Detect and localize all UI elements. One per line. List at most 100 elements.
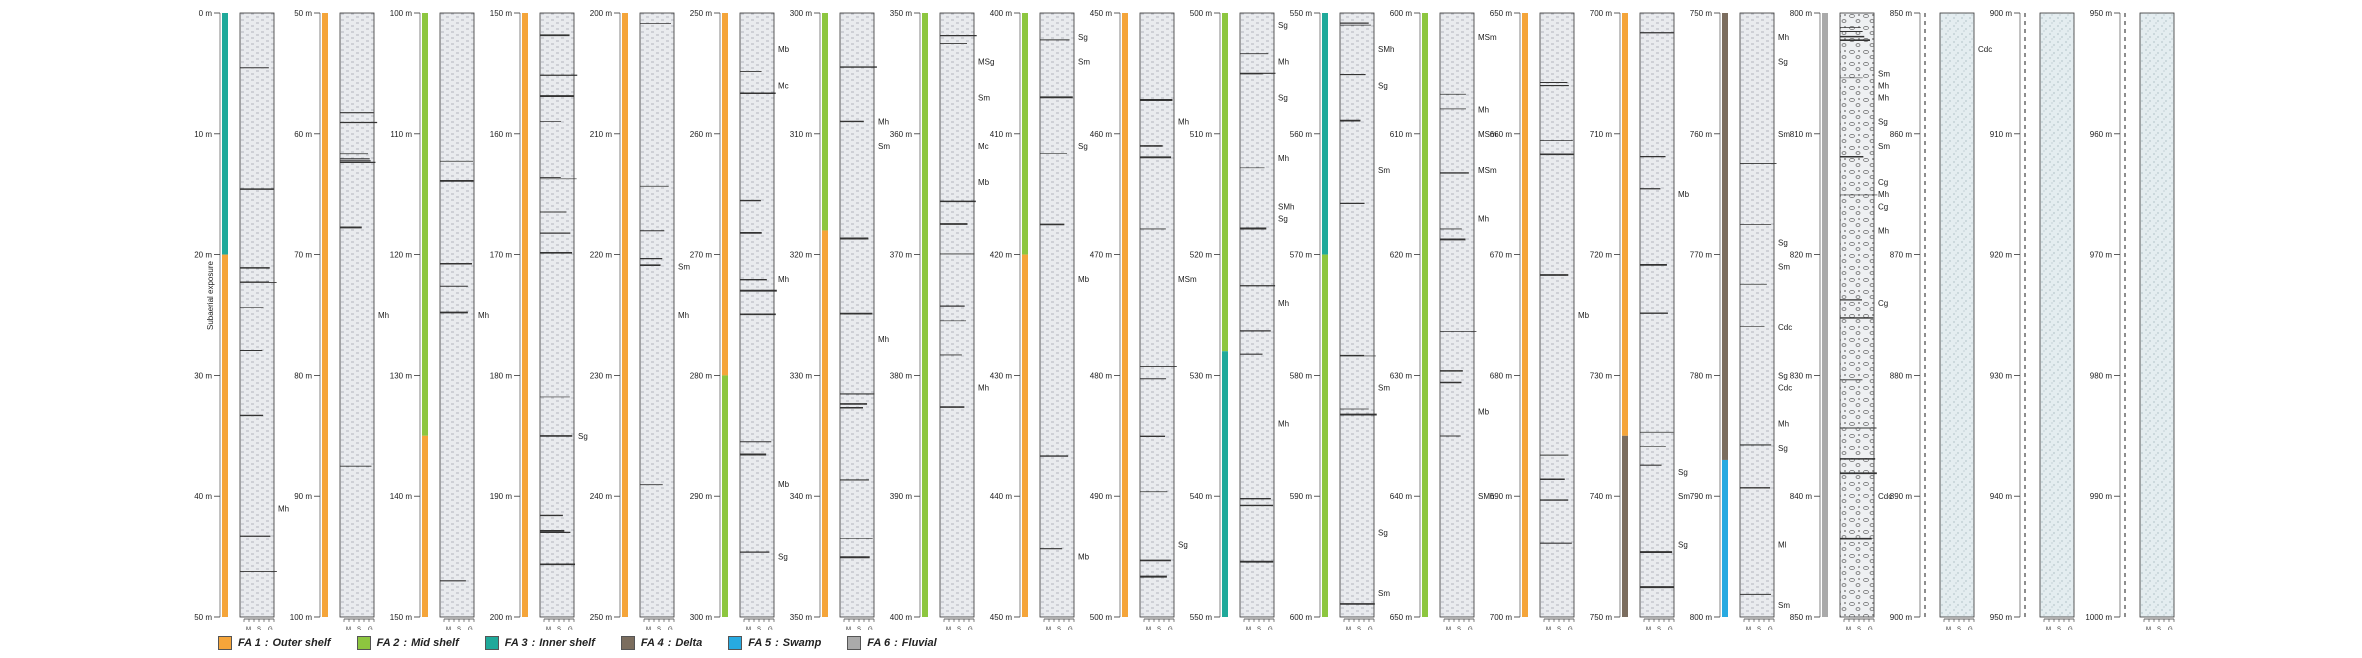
- facies-code-label: Mh: [678, 311, 689, 320]
- depth-label: 490 m: [1090, 492, 1113, 501]
- facies-code-label: Mh: [278, 504, 289, 513]
- facies-code-label: Cdc: [1778, 323, 1792, 332]
- facies-code-label: Sm: [1378, 589, 1390, 598]
- facies-code-label: Cdc: [1778, 383, 1792, 392]
- lithology-column: [2139, 12, 2175, 618]
- facies-code-label: Sm: [1778, 130, 1790, 139]
- facies-code-label: MSg: [978, 57, 994, 66]
- log-column-3: 100 m 110 m 120 m 130 m 140 m 150 m Mh M S G: [390, 9, 489, 633]
- depth-label: 100 m: [290, 613, 313, 622]
- grain-scale-label: S: [657, 627, 661, 630]
- facies-code-label: Mb: [1078, 553, 1090, 562]
- depth-label: 350 m: [890, 9, 913, 18]
- facies-code-label: SMh: [1478, 492, 1494, 501]
- depth-label: 200 m: [590, 9, 613, 18]
- depth-label: 350 m: [790, 613, 813, 622]
- depth-label: 600 m: [1290, 613, 1313, 622]
- grain-scale-label: S: [257, 627, 261, 630]
- depth-label: 850 m: [1790, 613, 1813, 622]
- grain-scale-label: G: [568, 627, 573, 630]
- lithology-column: [1939, 12, 1975, 618]
- depth-label: 90 m: [294, 492, 312, 501]
- facies-code-label: Cg: [1878, 202, 1888, 211]
- depth-label: 290 m: [690, 492, 713, 501]
- depth-label: 580 m: [1290, 371, 1313, 380]
- depth-label: 750 m: [1590, 613, 1613, 622]
- grain-scale-label: S: [357, 627, 361, 630]
- grain-scale-label: M: [1746, 627, 1751, 630]
- depth-label: 360 m: [890, 130, 913, 139]
- depth-label: 30 m: [194, 371, 212, 380]
- facies-bar-segment: [322, 13, 328, 617]
- facies-bar-segment: [1022, 13, 1028, 255]
- lithology-column: [1239, 12, 1275, 618]
- grain-scale-label: S: [2057, 627, 2061, 630]
- legend-label: Mid shelf: [411, 637, 459, 649]
- grain-scale-label: G: [1968, 627, 1973, 630]
- legend-item: FA 2: Mid shelf: [356, 636, 459, 650]
- depth-label: 170 m: [490, 251, 513, 260]
- facies-code-label: Sm: [1378, 166, 1390, 175]
- facies-code-label: Sm: [1878, 69, 1890, 78]
- facies-code-label: Cdc: [1978, 45, 1992, 54]
- facies-code-label: Sm: [878, 142, 890, 151]
- depth-label: 660 m: [1490, 130, 1513, 139]
- depth-label: 630 m: [1390, 371, 1413, 380]
- log-column-19: 900 m 910 m 920 m 930 m 940 m 950 m M S G: [1990, 9, 2075, 633]
- lithology-column: [1339, 12, 1375, 618]
- facies-code-label: Sg: [1878, 118, 1888, 127]
- grain-scale-label: M: [1446, 627, 1451, 630]
- depth-label: 780 m: [1690, 371, 1713, 380]
- lithology-column: [539, 12, 575, 618]
- grain-scale-label: S: [1157, 627, 1161, 630]
- depth-label: 650 m: [1390, 613, 1413, 622]
- facies-bar-segment: [1822, 13, 1828, 617]
- grain-scale-label: G: [1668, 627, 1673, 630]
- depth-label: 480 m: [1090, 371, 1113, 380]
- depth-label: 120 m: [390, 251, 413, 260]
- grain-scale-label: S: [1057, 627, 1061, 630]
- depth-label: 980 m: [2090, 371, 2113, 380]
- depth-label: 280 m: [690, 371, 713, 380]
- grain-scale-label: S: [2157, 627, 2161, 630]
- depth-label: 140 m: [390, 492, 413, 501]
- facies-code-label: SMh: [1278, 202, 1294, 211]
- depth-label: 250 m: [690, 9, 713, 18]
- facies-bar-segment: [1622, 13, 1628, 436]
- legend-swatch: [218, 636, 232, 650]
- legend-label: Inner shelf: [539, 637, 595, 649]
- facies-code-label: Sm: [1678, 492, 1690, 501]
- grain-scale-label: M: [1246, 627, 1251, 630]
- depth-label: 590 m: [1290, 492, 1313, 501]
- facies-bar-segment: [822, 13, 828, 231]
- facies-code-label: Sg: [1278, 94, 1288, 103]
- grain-scale-label: G: [1768, 627, 1773, 630]
- depth-label: 670 m: [1490, 251, 1513, 260]
- facies-code-label: Sg: [1778, 239, 1788, 248]
- legend-item: FA 3: Inner shelf: [484, 636, 595, 650]
- facies-code-label: Mh: [1478, 106, 1489, 115]
- log-column-18: 850 m 860 m 870 m 880 m 890 m 900 m Cdc M S G: [1890, 9, 1992, 633]
- facies-code-label: Mh: [1278, 420, 1289, 429]
- depth-label: 20 m: [194, 251, 212, 260]
- lithology-column: [239, 12, 275, 618]
- grain-scale-label: G: [968, 627, 973, 630]
- log-column-10: 450 m 460 m 470 m 480 m 490 m 500 m Mh MSm Sg M S G: [1090, 9, 1197, 633]
- log-column-15: 700 m 710 m 720 m 730 m 740 m 750 m Mb Sg Sm Sg M S…: [1590, 9, 1691, 633]
- depth-label: 370 m: [890, 251, 913, 260]
- facies-code-label: Sg: [1778, 371, 1788, 380]
- depth-label: 400 m: [990, 9, 1013, 18]
- facies-code-label: Mh: [1878, 81, 1889, 90]
- legend-separator: :: [403, 637, 408, 649]
- facies-code-label: Sm: [1878, 142, 1890, 151]
- subaerial-exposure-label: Subaerial exposure: [206, 261, 215, 330]
- facies-code-label: Mb: [1578, 311, 1590, 320]
- depth-label: 190 m: [490, 492, 513, 501]
- log-column-16: 750 m 760 m 770 m 780 m 790 m 800 m Mh Sg Sm Sg Sm…: [1690, 9, 1792, 633]
- depth-label: 740 m: [1590, 492, 1613, 501]
- lithology-column: [339, 12, 375, 618]
- depth-label: 250 m: [590, 613, 613, 622]
- grain-scale-label: M: [1946, 627, 1951, 630]
